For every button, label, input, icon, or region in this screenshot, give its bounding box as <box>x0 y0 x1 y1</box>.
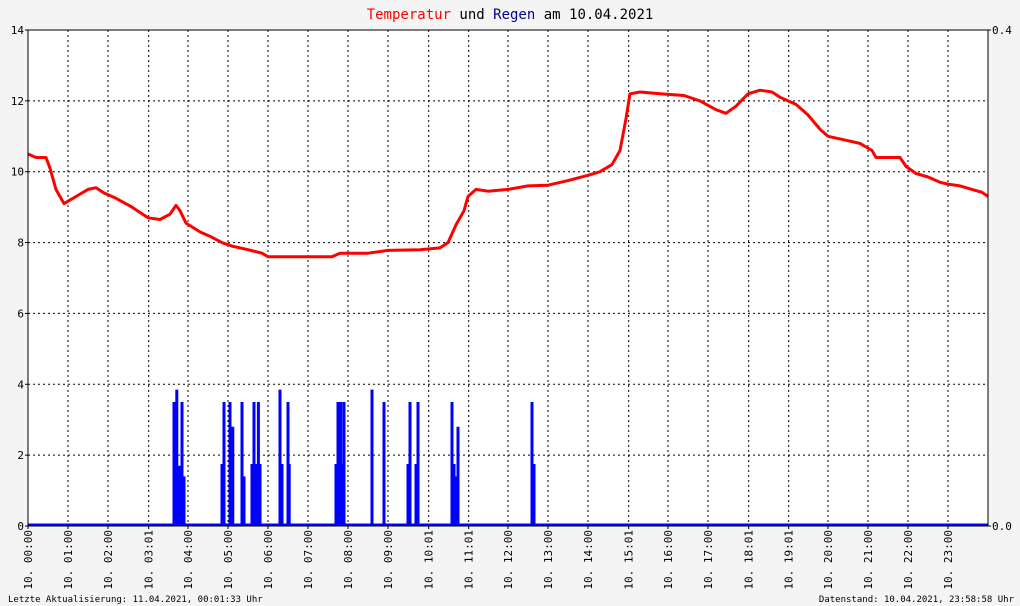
temperature-series <box>27 88 989 259</box>
x-tick-label: 10. 20:00 <box>822 530 835 590</box>
x-tick-label: 10. 14:00 <box>582 530 595 590</box>
plot-border <box>27 29 989 527</box>
x-tick-label: 10. 06:00 <box>262 530 275 590</box>
chart-title: Temperatur und Regen am 10.04.2021 <box>367 7 654 23</box>
x-tick-label: 10. 23:00 <box>942 530 955 590</box>
x-tick-label: 10. 19:01 <box>783 530 796 590</box>
x-tick-label: 10. 11:01 <box>463 530 476 590</box>
x-tick-label: 10. 16:00 <box>662 530 675 590</box>
title-temperature: Temperatur <box>367 7 451 23</box>
y-left-tick-label: 8 <box>17 237 24 250</box>
footer-last-update: Letzte Aktualisierung: 11.04.2021, 00:01… <box>8 595 263 605</box>
x-tick-label: 10. 22:00 <box>902 530 915 590</box>
y-left-tick-label: 2 <box>17 449 24 462</box>
x-tick-label: 10. 17:00 <box>702 530 715 590</box>
x-tick-label: 10. 08:00 <box>342 530 355 590</box>
x-tick-label: 10. 18:01 <box>743 530 756 590</box>
y-left-tick-label: 14 <box>11 24 25 37</box>
x-tick-label: 10. 04:00 <box>182 530 195 590</box>
title-rain: Regen <box>493 7 535 23</box>
x-tick-label: 10. 05:00 <box>222 530 235 590</box>
x-tick-label: 10. 07:00 <box>302 530 315 590</box>
y-right-tick-label: 0.4 <box>992 24 1012 37</box>
x-tick-label: 10. 10:01 <box>423 530 436 590</box>
y-left-tick-label: 6 <box>17 307 24 320</box>
x-tick-label: 10. 21:00 <box>862 530 875 590</box>
x-tick-label: 10. 15:01 <box>623 530 636 590</box>
y-right-tick-label: 0.0 <box>992 520 1012 533</box>
axis-ticks: 0 2 4 6 8 10 12 14 0.0 0.4 10. 00:00 10. 01:00 10. 0… <box>11 24 1012 590</box>
y-left-tick-label: 10 <box>11 166 24 179</box>
rain-series <box>28 389 988 527</box>
y-left-tick-label: 0 <box>17 520 24 533</box>
x-tick-label: 10. 13:00 <box>542 530 555 590</box>
footer-data-status: Datenstand: 10.04.2021, 23:58:58 Uhr <box>819 595 1015 605</box>
x-tick-label: 10. 00:00 <box>22 530 35 590</box>
title-and: und <box>451 7 493 23</box>
title-date: am 10.04.2021 <box>535 7 653 23</box>
x-tick-label: 10. 09:00 <box>382 530 395 590</box>
x-tick-label: 10. 12:00 <box>502 530 515 590</box>
x-tick-label: 10. 02:00 <box>102 530 115 590</box>
y-left-tick-label: 4 <box>17 378 24 391</box>
y-left-tick-label: 12 <box>11 95 24 108</box>
x-tick-label: 10. 03:01 <box>143 530 156 590</box>
grid <box>28 30 988 526</box>
x-tick-label: 10. 01:00 <box>62 530 75 590</box>
plot-area <box>28 30 988 526</box>
